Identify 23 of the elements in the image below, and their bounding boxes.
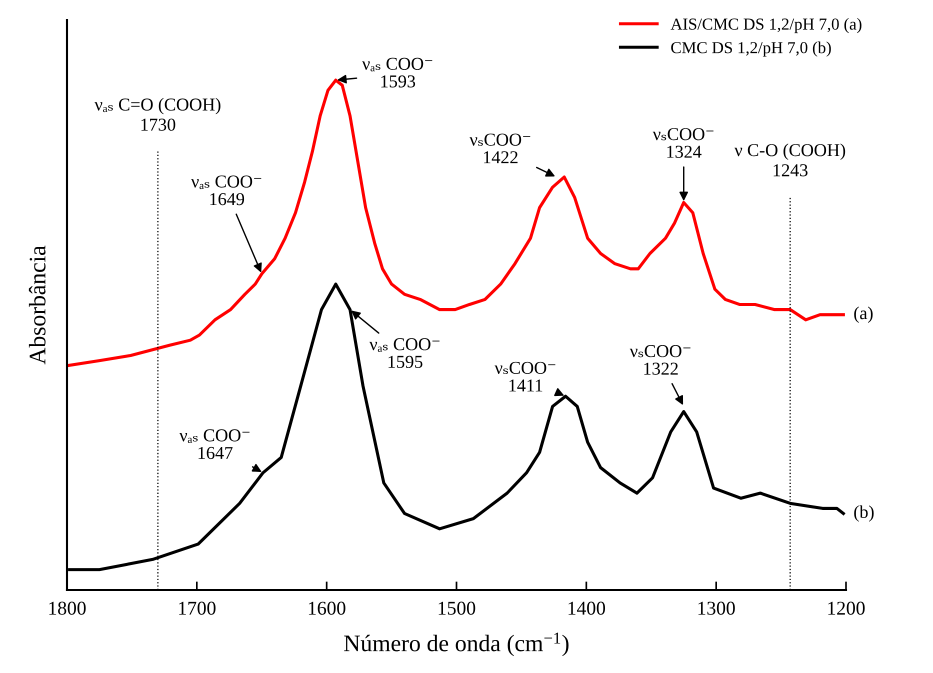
legend-label: CMC DS 1,2/pH 7,0 (b) — [671, 42, 831, 57]
x-tick-label: 1200 — [828, 602, 865, 615]
ref-line-label: ν C-O (COOH) 1243 — [734, 144, 846, 176]
annotation: νₐₛ COO⁻ 1649 — [191, 175, 262, 206]
annotation: νₐₛ COO⁻ 1593 — [362, 58, 432, 88]
x-axis-title: Número de onda (cm$^{−1}$) — [344, 632, 569, 656]
annotation: νₐₛ COO⁻ 1595 — [369, 338, 440, 368]
annotation: νₛCOO⁻ 1322 — [630, 345, 690, 375]
annotation: νₐₛ COO⁻ 1647 — [179, 429, 250, 460]
x-tick-label: 1500 — [438, 602, 476, 615]
annotation: νₛCOO⁻ 1411 — [494, 362, 556, 392]
x-tick-label: 1400 — [568, 602, 606, 615]
ref-line-label: νₐₛ C=O (COOH) 1730 — [94, 98, 220, 131]
y-axis-title: Absorbância — [28, 246, 46, 364]
x-tick-label: 1600 — [308, 602, 346, 615]
x-tick-label: 1300 — [698, 602, 735, 615]
x-tick-label: 1800 — [49, 602, 86, 615]
annotation: (a) — [854, 306, 873, 323]
legend-label: AIS/CMC DS 1,2/pH 7,0 (a) — [670, 18, 862, 34]
annotation: νₛCOO⁻ 1422 — [470, 134, 530, 164]
annotation: νₛCOO⁻ 1324 — [652, 128, 714, 158]
x-tick-label: 1700 — [179, 602, 216, 615]
annotation: (b) — [854, 505, 874, 522]
